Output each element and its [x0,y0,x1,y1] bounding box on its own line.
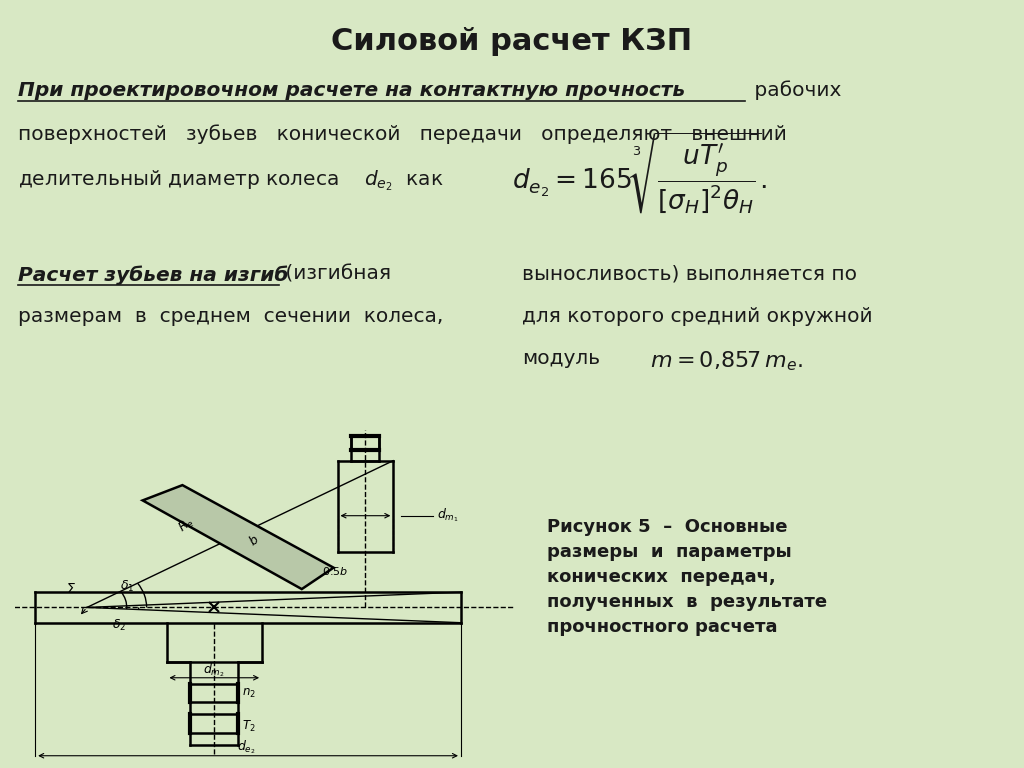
Polygon shape [142,485,334,589]
Text: размерам  в  среднем  сечении  колеса,: размерам в среднем сечении колеса, [18,307,443,326]
Text: $d_{m_1}$: $d_{m_1}$ [437,507,459,525]
Text: модуль: модуль [522,349,600,369]
Text: При проектировочном расчете на контактную прочность: При проектировочном расчете на контактну… [18,81,685,100]
Text: для которого средний окружной: для которого средний окружной [522,307,872,326]
Text: делительный диаметр колеса    $d_{e_2}$  как: делительный диаметр колеса $d_{e_2}$ как [18,168,444,193]
Text: (изгибная: (изгибная [279,265,390,284]
Text: $T_2$: $T_2$ [242,719,256,734]
Text: $0.5b$: $0.5b$ [322,564,348,577]
Text: Рисунок 5  –  Основные
размеры  и  параметры
конических  передач,
полученных  в : Рисунок 5 – Основные размеры и параметры… [547,518,827,637]
Text: выносливость) выполняется по: выносливость) выполняется по [522,265,857,284]
Text: $R_e$: $R_e$ [175,514,198,535]
Text: $\delta_2$: $\delta_2$ [112,618,126,634]
Text: $d_{e_2}$: $d_{e_2}$ [237,738,255,756]
Text: $\Sigma$: $\Sigma$ [67,582,76,596]
Text: Расчет зубьев на изгиб: Расчет зубьев на изгиб [18,265,289,284]
Text: поверхностей   зубьев   конической   передачи   определяют   внешний: поверхностей зубьев конической передачи … [18,124,787,144]
Text: $n_2$: $n_2$ [242,687,256,700]
Text: Силовой расчет КЗП: Силовой расчет КЗП [332,27,692,56]
Text: $d_{e_2} = 165\sqrt[3]{\dfrac{uT_p^{\prime}}{[\sigma_H]^2\theta_H}}.$: $d_{e_2} = 165\sqrt[3]{\dfrac{uT_p^{\pri… [512,131,767,216]
Text: $d_{m_2}$: $d_{m_2}$ [204,661,225,679]
Text: рабочих: рабочих [748,81,841,101]
Text: $b$: $b$ [246,531,262,548]
Text: $m = 0{,}857\,m_e.$: $m = 0{,}857\,m_e.$ [650,349,804,373]
Text: $\delta_1$: $\delta_1$ [120,578,134,594]
